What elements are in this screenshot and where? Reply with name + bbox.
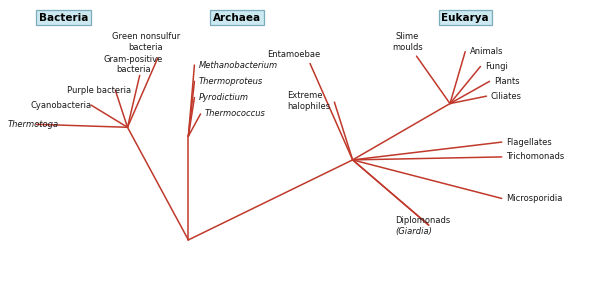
Text: Pyrodictium: Pyrodictium [199, 93, 249, 102]
Text: Flagellates: Flagellates [506, 138, 552, 146]
Text: Slime
moulds: Slime moulds [392, 32, 423, 52]
Text: Ciliates: Ciliates [491, 92, 522, 101]
Text: Entamoebae: Entamoebae [267, 50, 321, 59]
Text: Thermoproteus: Thermoproteus [199, 77, 263, 86]
Text: Purple bacteria: Purple bacteria [67, 86, 131, 95]
Text: Animals: Animals [470, 47, 503, 56]
Text: Archaea: Archaea [213, 13, 261, 23]
Text: Thermococcus: Thermococcus [205, 109, 266, 118]
Text: Trichomonads: Trichomonads [506, 153, 564, 162]
Text: Gram-positive
bacteria: Gram-positive bacteria [104, 55, 163, 74]
Text: Cyanobacteria: Cyanobacteria [30, 101, 91, 110]
Text: Eukarya: Eukarya [441, 13, 489, 23]
Text: (Giardia): (Giardia) [395, 227, 432, 236]
Text: Thermotoga: Thermotoga [7, 120, 59, 129]
Text: Bacteria: Bacteria [39, 13, 88, 23]
Text: Green nonsulfur
bacteria: Green nonsulfur bacteria [112, 32, 180, 52]
Text: Microsporidia: Microsporidia [506, 194, 562, 203]
Text: Fungi: Fungi [484, 62, 508, 71]
Text: Extreme
halophiles: Extreme halophiles [287, 92, 331, 111]
Text: Plants: Plants [494, 77, 519, 86]
Text: Diplomonads: Diplomonads [395, 216, 451, 225]
Text: Methanobacterium: Methanobacterium [199, 60, 278, 69]
